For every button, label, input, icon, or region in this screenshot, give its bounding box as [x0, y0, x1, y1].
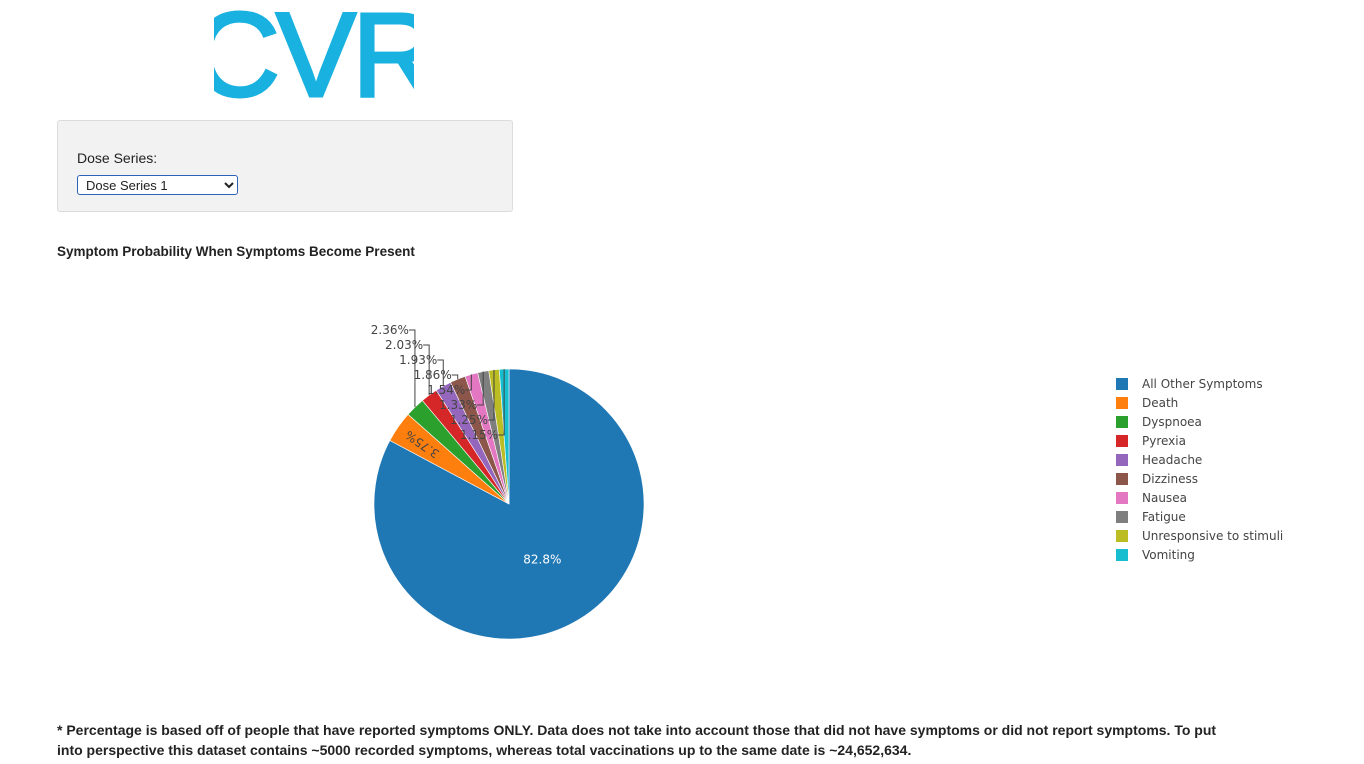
legend-label: Unresponsive to stimuli: [1142, 528, 1284, 543]
legend-swatch: [1116, 491, 1128, 504]
pie-leader-vomiting: [498, 369, 505, 436]
legend-label: Death: [1142, 395, 1179, 410]
pie-label-fatigue: 1.33%: [439, 398, 477, 412]
legend-label: Dizziness: [1142, 471, 1198, 486]
dose-series-label: Dose Series:: [77, 150, 158, 166]
pie-label-all-other-symptoms: 82.8%: [523, 553, 561, 567]
legend-label: Nausea: [1142, 490, 1187, 505]
pie-leader-unresponsive-to-stimuli: [487, 369, 495, 421]
legend-swatch: [1116, 377, 1128, 390]
pie-label-vomiting: 1.15%: [460, 428, 498, 442]
dose-series-select[interactable]: Dose Series 1: [77, 175, 238, 195]
legend-item-death[interactable]: Death: [1116, 393, 1283, 412]
legend-swatch: [1116, 415, 1128, 428]
pie-slices: [373, 368, 645, 640]
cvr-logo: CVR: [214, 4, 414, 102]
legend-item-dizziness[interactable]: Dizziness: [1116, 469, 1283, 488]
legend-swatch: [1116, 434, 1128, 447]
legend-swatch: [1116, 510, 1128, 523]
chart-title: Symptom Probability When Symptoms Become…: [57, 244, 415, 259]
control-panel: Dose Series: Dose Series 1: [57, 120, 513, 212]
legend-item-unresponsive-to-stimuli[interactable]: Unresponsive to stimuli: [1116, 526, 1283, 545]
pie-leader-nausea: [465, 374, 472, 391]
legend-label: Fatigue: [1142, 509, 1186, 524]
pie-label-dizziness: 1.86%: [414, 368, 452, 382]
legend-label: Pyrexia: [1142, 433, 1186, 448]
legend-swatch: [1116, 548, 1128, 561]
pie-label-pyrexia: 2.03%: [385, 338, 423, 352]
legend-item-pyrexia[interactable]: Pyrexia: [1116, 431, 1283, 450]
legend-swatch: [1116, 472, 1128, 485]
pie-label-nausea: 1.54%: [427, 383, 465, 397]
pie-label-headache: 1.93%: [399, 353, 437, 367]
pie-labels: 82.8%3.75%2.36%2.03%1.93%1.86%1.54%1.33%…: [371, 323, 562, 567]
chart-legend: All Other Symptoms Death Dyspnoea Pyrexia He…: [1116, 374, 1283, 564]
legend-label: All Other Symptoms: [1142, 376, 1263, 391]
pie-label-dyspnoea: 2.36%: [371, 323, 409, 337]
legend-label: Dyspnoea: [1142, 414, 1202, 429]
legend-item-fatigue[interactable]: Fatigue: [1116, 507, 1283, 526]
pie-leader-fatigue: [477, 371, 484, 406]
logo-text: CVR: [214, 4, 414, 102]
pie-leader-headache: [437, 359, 444, 387]
legend-swatch: [1116, 529, 1128, 542]
pie-slice-vomiting[interactable]: [498, 368, 510, 505]
legend-swatch: [1116, 396, 1128, 409]
legend-item-dyspnoea[interactable]: Dyspnoea: [1116, 412, 1283, 431]
legend-label: Headache: [1142, 452, 1203, 467]
legend-item-nausea[interactable]: Nausea: [1116, 488, 1283, 507]
footnote: * Percentage is based off of people that…: [57, 722, 1217, 758]
pie-chart: 82.8%3.75%2.36%2.03%1.93%1.86%1.54%1.33%…: [371, 323, 645, 640]
pie-label-unresponsive-to-stimuli: 1.25%: [450, 413, 488, 427]
pie-leader-dizziness: [451, 374, 459, 380]
legend-item-headache[interactable]: Headache: [1116, 450, 1283, 469]
legend-item-all-other-symptoms[interactable]: All Other Symptoms: [1116, 374, 1283, 393]
pie-leader-pyrexia: [423, 344, 430, 396]
pie-leader-dyspnoea: [408, 329, 416, 408]
legend-label: Vomiting: [1142, 547, 1195, 562]
legend-item-vomiting[interactable]: Vomiting: [1116, 545, 1283, 564]
legend-swatch: [1116, 453, 1128, 466]
